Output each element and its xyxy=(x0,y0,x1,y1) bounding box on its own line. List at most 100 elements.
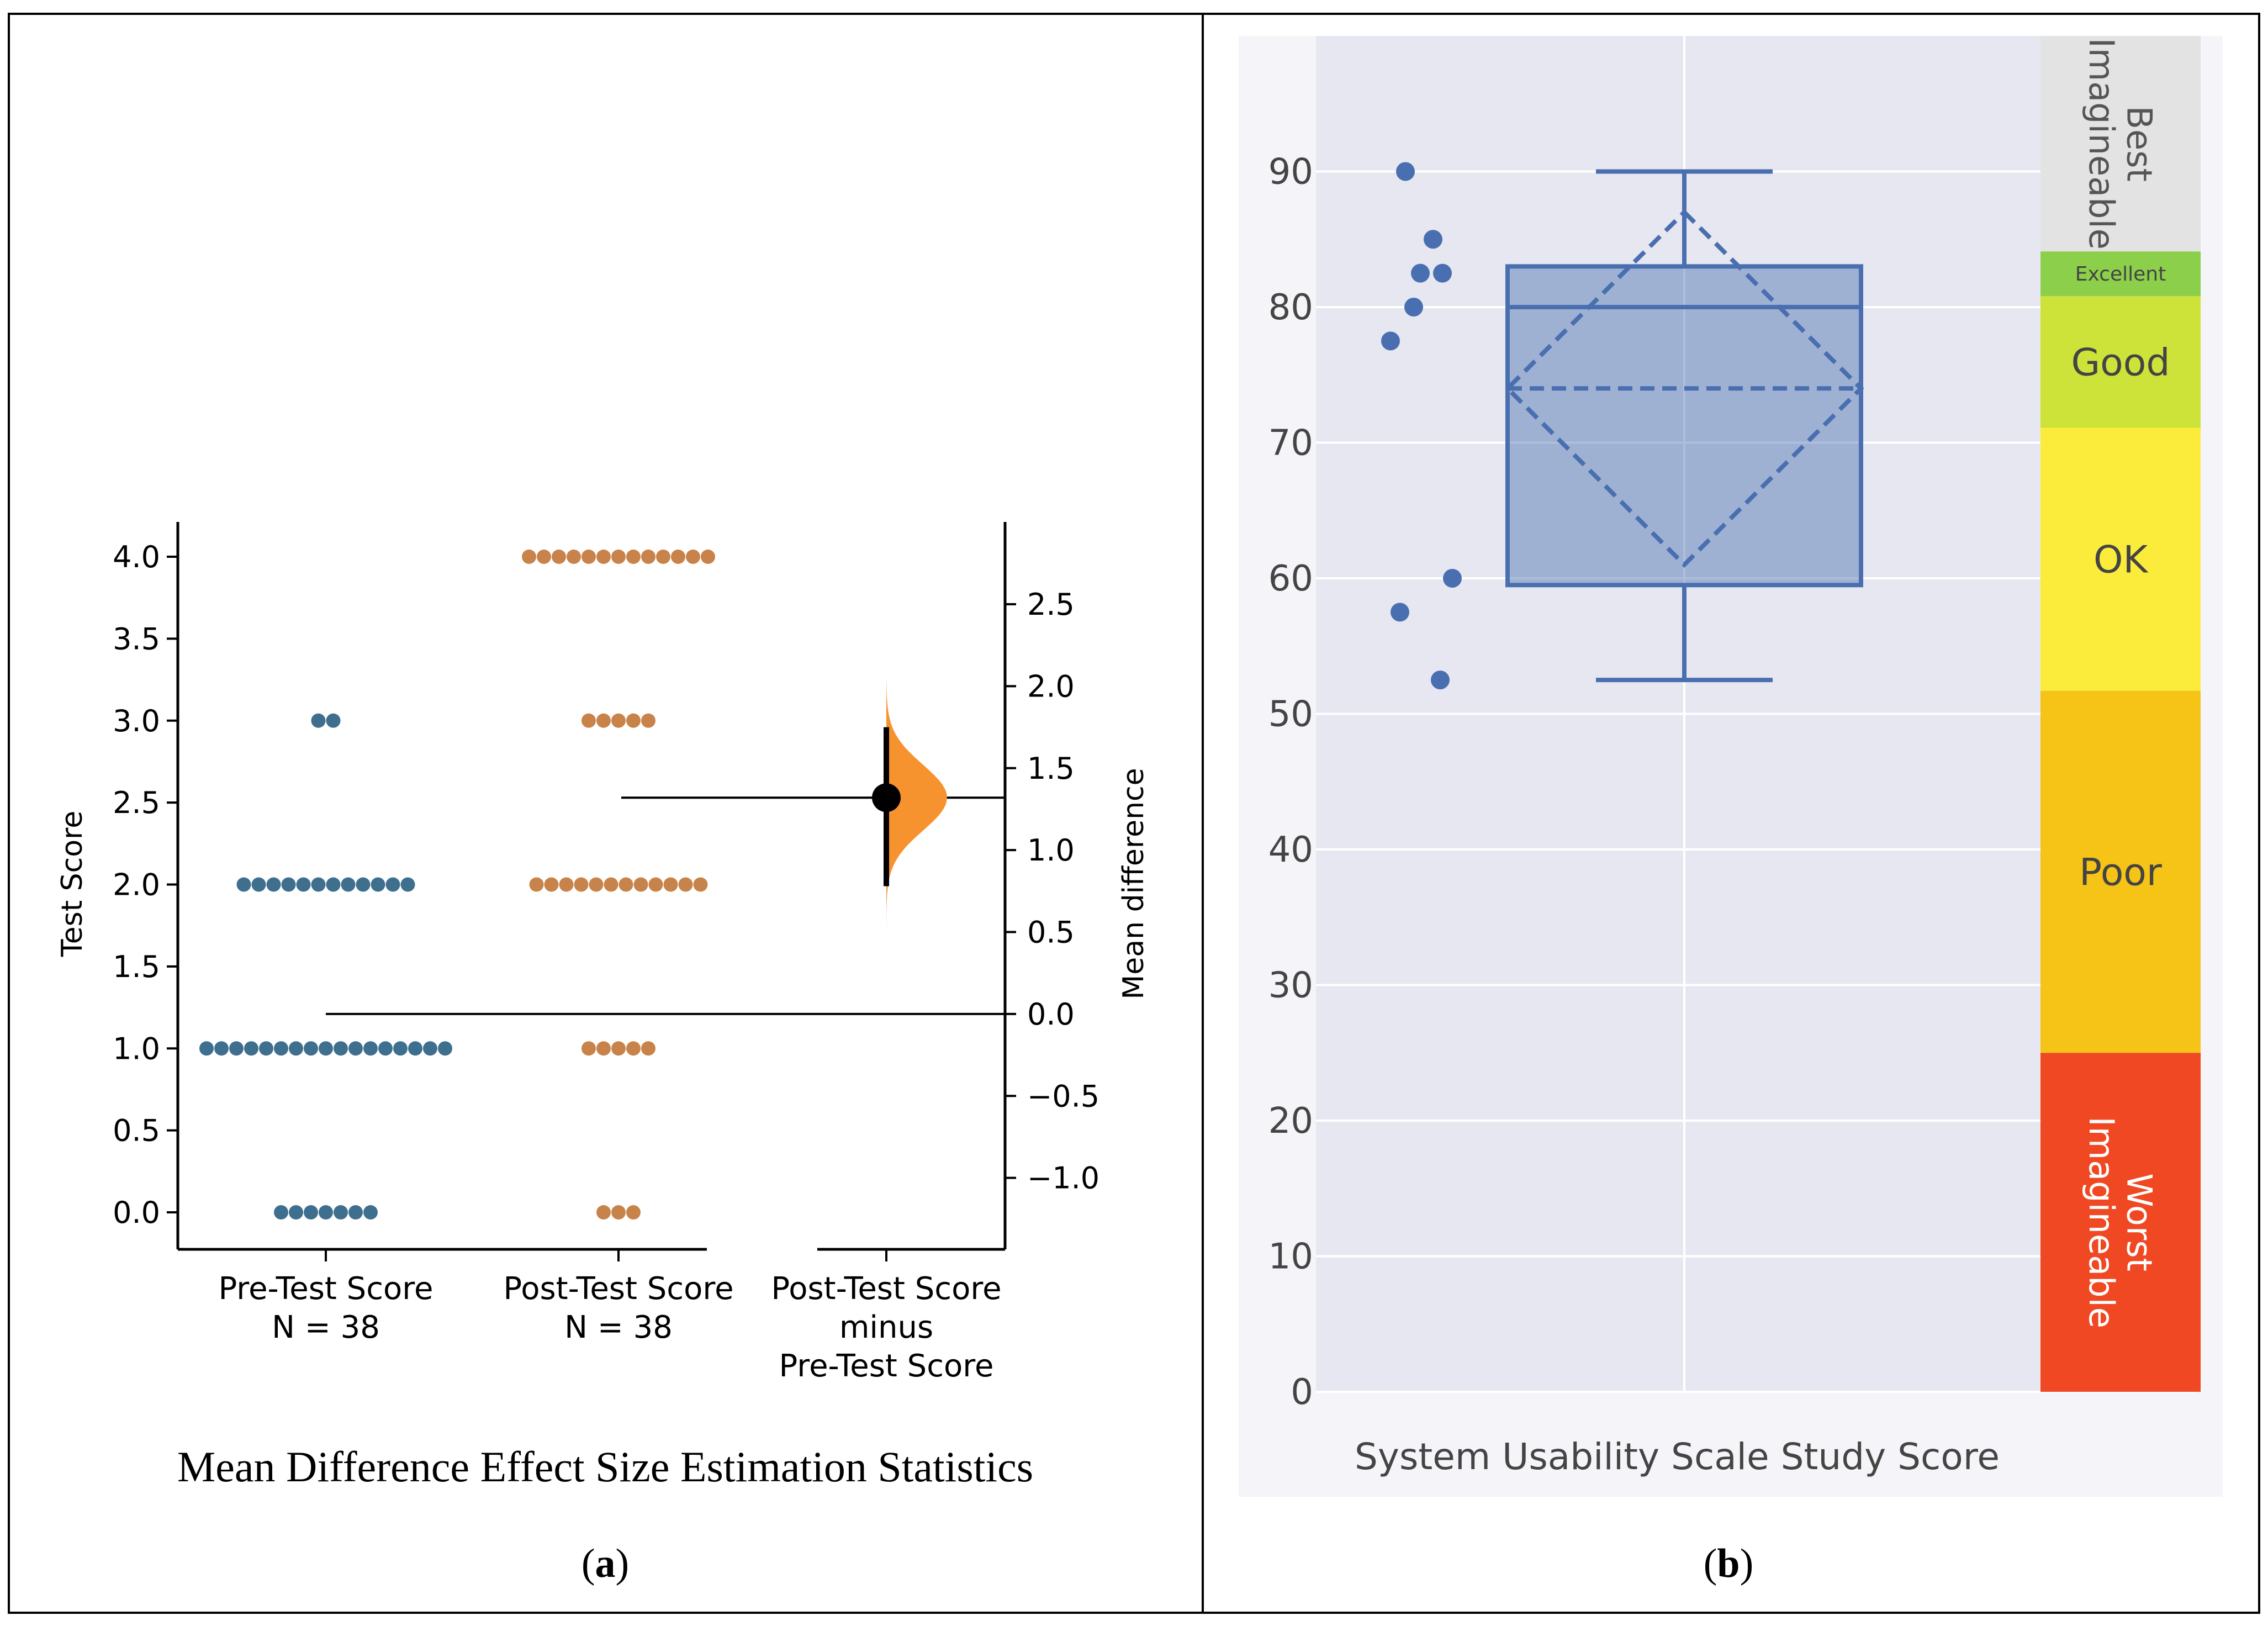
y-tick-label: 80 xyxy=(1268,287,1313,328)
pre-test-point xyxy=(311,877,326,892)
post-test-point xyxy=(641,713,655,728)
pre-test-point xyxy=(348,1205,363,1220)
y-right-tick-label: 2.0 xyxy=(1027,669,1075,704)
y-tick-label: 0.5 xyxy=(113,1113,160,1148)
y-axis-label: Test Score xyxy=(56,811,89,958)
post-test-point xyxy=(678,877,693,892)
y-tick-label: 3.0 xyxy=(113,704,160,738)
rating-band-label: OK xyxy=(2093,539,2149,582)
box-plot xyxy=(1504,169,1864,683)
post-test-point xyxy=(596,1041,611,1056)
post-test-point xyxy=(633,877,648,892)
category-label: Pre-Test Score xyxy=(218,1271,433,1307)
rating-band xyxy=(2040,690,2201,1053)
post-test-point xyxy=(596,1205,611,1220)
y-tick-label: 4.0 xyxy=(113,540,160,574)
y-tick-label: 60 xyxy=(1268,558,1313,599)
pre-test-point xyxy=(326,877,341,892)
post-test-point xyxy=(589,877,604,892)
y-tick-label: 70 xyxy=(1268,423,1313,464)
pre-test-point xyxy=(319,1041,333,1056)
pre-test-point xyxy=(236,877,251,892)
rating-band-label: Poor xyxy=(2079,851,2162,895)
post-test-point xyxy=(596,550,611,564)
pre-test-point xyxy=(438,1041,452,1056)
panel-a-text: Test Score Mean difference Pre-Test Scor… xyxy=(56,768,1150,1586)
mean-difference-point xyxy=(872,783,901,812)
post-test-point xyxy=(522,550,536,564)
post-test-point xyxy=(656,550,670,564)
sus-score-point xyxy=(1381,331,1400,351)
panel-a-swarm xyxy=(199,550,715,1220)
post-test-point xyxy=(574,877,589,892)
y-tick-label: 50 xyxy=(1268,694,1313,735)
category-n-label: N = 38 xyxy=(272,1310,380,1345)
sus-score-point xyxy=(1443,569,1462,588)
rating-band xyxy=(2040,296,2201,428)
post-test-point xyxy=(671,550,685,564)
pre-test-point xyxy=(393,1041,408,1056)
rating-band xyxy=(2040,427,2201,691)
pre-test-point xyxy=(304,1041,318,1056)
rating-band-label: Good xyxy=(2071,341,2170,384)
category-label: Post-Test Score xyxy=(503,1271,733,1307)
post-test-point xyxy=(663,877,678,892)
post-test-point xyxy=(611,1041,626,1056)
bootstrap-distribution xyxy=(886,678,947,957)
post-test-point xyxy=(581,550,596,564)
pre-test-point xyxy=(304,1205,318,1220)
y-axis-ticks: 0 10 20 30 40 50 60 70 80 90 xyxy=(1268,152,1313,1413)
y-right-tick-label: 1.0 xyxy=(1027,833,1075,868)
y-tick-label: 3.5 xyxy=(113,621,160,656)
y-tick-label: 2.5 xyxy=(113,785,160,820)
panel-b-box-plot: BestImagineable Excellent Good OK Poor WorstI… xyxy=(1239,36,2223,1586)
y-axis-label-right: Mean difference xyxy=(1117,768,1150,999)
sus-score-point xyxy=(1431,671,1450,690)
pre-test-point xyxy=(348,1041,363,1056)
panel-letter: a xyxy=(595,1541,616,1586)
post-test-point xyxy=(626,1041,641,1056)
pre-test-point xyxy=(408,1041,422,1056)
sus-score-point xyxy=(1433,263,1452,283)
y-tick-label: 2.0 xyxy=(113,868,160,902)
rating-band xyxy=(2040,36,2201,252)
pre-test-point xyxy=(289,1205,303,1220)
sus-score-point xyxy=(1411,263,1430,283)
post-test-point xyxy=(686,550,700,564)
pre-test-point xyxy=(274,1205,288,1220)
sus-score-point xyxy=(1396,162,1415,181)
pre-test-point xyxy=(378,1041,393,1056)
post-test-point xyxy=(581,713,596,728)
sus-score-point xyxy=(1391,603,1409,622)
post-test-point xyxy=(641,550,655,564)
post-test-point xyxy=(611,1205,626,1220)
pre-test-point xyxy=(423,1041,437,1056)
pre-test-point xyxy=(334,1041,348,1056)
pre-test-point xyxy=(266,877,281,892)
pre-test-point xyxy=(199,1041,214,1056)
y-right-tick-label: 0.5 xyxy=(1027,915,1075,950)
post-test-point xyxy=(626,550,641,564)
usability-rating-bands: BestImagineable Excellent Good OK Poor WorstI… xyxy=(2040,36,2201,1392)
y-tick-label: 90 xyxy=(1268,152,1313,193)
y-right-tick-label: 2.5 xyxy=(1027,587,1075,622)
pre-test-point xyxy=(259,1041,273,1056)
y-tick-label: 0.0 xyxy=(113,1195,160,1230)
post-test-point xyxy=(529,877,544,892)
pre-test-point xyxy=(311,713,326,728)
pre-test-point xyxy=(319,1205,333,1220)
post-test-point xyxy=(693,877,708,892)
category-label-line2: minus xyxy=(839,1310,933,1345)
pre-test-point xyxy=(385,877,400,892)
post-test-point xyxy=(596,713,611,728)
pre-test-point xyxy=(296,877,311,892)
pre-test-point xyxy=(289,1041,303,1056)
sus-score-point xyxy=(1404,298,1423,316)
y-tick-label: 20 xyxy=(1268,1101,1313,1142)
post-test-point xyxy=(611,713,626,728)
y-tick-label: 1.5 xyxy=(113,949,160,984)
pre-test-point xyxy=(363,1041,378,1056)
rating-band xyxy=(2040,1053,2201,1392)
data-points xyxy=(1381,162,1462,690)
